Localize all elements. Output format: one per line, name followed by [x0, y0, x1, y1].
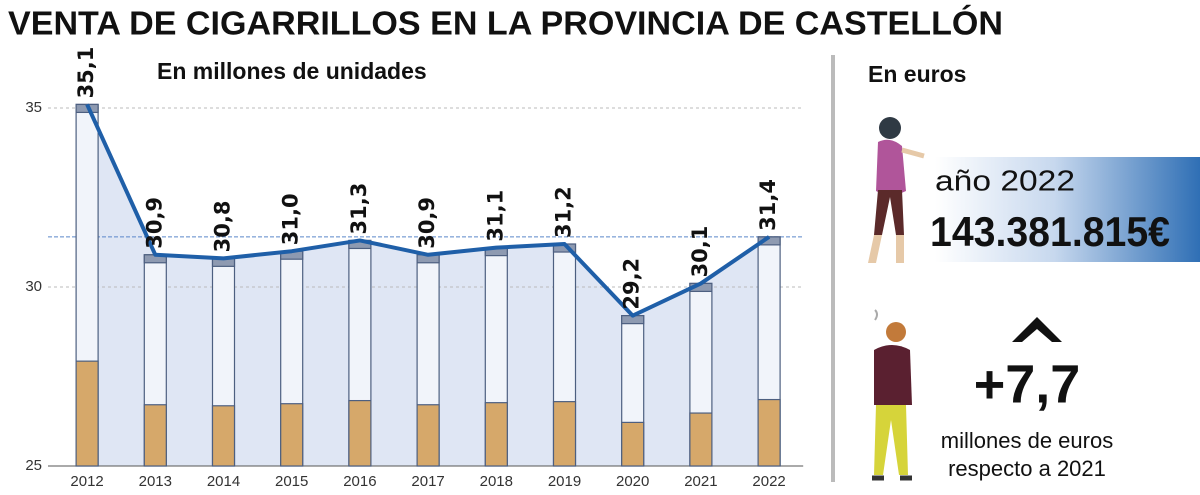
- woman-figure: [868, 117, 925, 263]
- value-label: 35,1: [74, 47, 98, 99]
- x-tick-label: 2018: [480, 473, 513, 490]
- amount-box: [935, 157, 1200, 262]
- y-tick-label: 25: [25, 457, 42, 474]
- plot: 25 30 35 2012 2013 2014 2015 2016 2017 2018 2019 20…: [25, 47, 804, 490]
- man-figure: [872, 309, 912, 481]
- line: [85, 103, 771, 318]
- cigarette-bar: [757, 236, 781, 467]
- chart-subtitle: En millones de unidades: [157, 58, 427, 84]
- bar-filter: [552, 401, 577, 467]
- chart-title: VENTA DE CIGARRILLOS EN LA PROVINCIA DE …: [8, 5, 1003, 42]
- value-label: 31,2: [552, 186, 576, 238]
- cigarette-bar: [75, 103, 99, 467]
- x-tick-label: 2016: [343, 473, 376, 490]
- bar-filter: [348, 399, 372, 467]
- x-tick-label: 2012: [70, 473, 103, 490]
- value-label: 30,9: [142, 197, 166, 249]
- value-label: 31,4: [756, 179, 780, 231]
- cigarette-bar: [211, 257, 236, 467]
- x-tick-label: 2019: [548, 473, 581, 490]
- change-ref: respecto a 2021: [948, 456, 1106, 481]
- value-label: 31,3: [347, 183, 371, 235]
- value-label: 31,1: [483, 190, 507, 242]
- bar-filter: [75, 360, 99, 467]
- cigarette-bar: [416, 254, 440, 467]
- cigarette-bar: [552, 243, 577, 467]
- y-tick-label: 30: [25, 278, 42, 295]
- cigarette-bar: [143, 254, 167, 467]
- x-tick-label: 2017: [411, 473, 444, 490]
- value-label: 30,9: [415, 197, 439, 249]
- amount: 143.381.815€: [930, 208, 1170, 255]
- x-tick-label: 2021: [684, 473, 717, 490]
- bar-filter: [689, 412, 713, 467]
- bar-filter: [416, 404, 440, 467]
- cigarette-bar: [280, 250, 304, 467]
- cigarette-bar: [621, 315, 645, 467]
- change-unit: millones de euros: [941, 428, 1113, 453]
- change-value: +7,7: [974, 354, 1081, 414]
- y-tick-label: 35: [25, 99, 42, 116]
- bar-filter: [484, 402, 508, 467]
- x-tick-label: 2022: [752, 473, 785, 490]
- value-label: 29,2: [620, 258, 644, 310]
- bar-filter: [143, 404, 167, 467]
- bar-filter: [211, 405, 236, 467]
- value-label: 31,0: [279, 193, 303, 245]
- x-tick-label: 2020: [616, 473, 649, 490]
- cigarette-bar: [348, 239, 372, 467]
- panel-heading: En euros: [868, 61, 966, 87]
- bar-filter: [621, 421, 645, 467]
- x-tick-label: 2013: [139, 473, 172, 490]
- value-label: 30,1: [688, 226, 712, 278]
- bar-filter: [280, 403, 304, 467]
- year-label: año 2022: [935, 166, 1075, 198]
- up-chevron: [1012, 317, 1062, 342]
- x-tick-label: 2015: [275, 473, 308, 490]
- x-tick-label: 2014: [207, 473, 240, 490]
- value-label: 30,8: [211, 201, 235, 253]
- bar-filter: [757, 398, 781, 467]
- cigarette-bar: [689, 282, 713, 467]
- cigarette-bar: [484, 247, 508, 467]
